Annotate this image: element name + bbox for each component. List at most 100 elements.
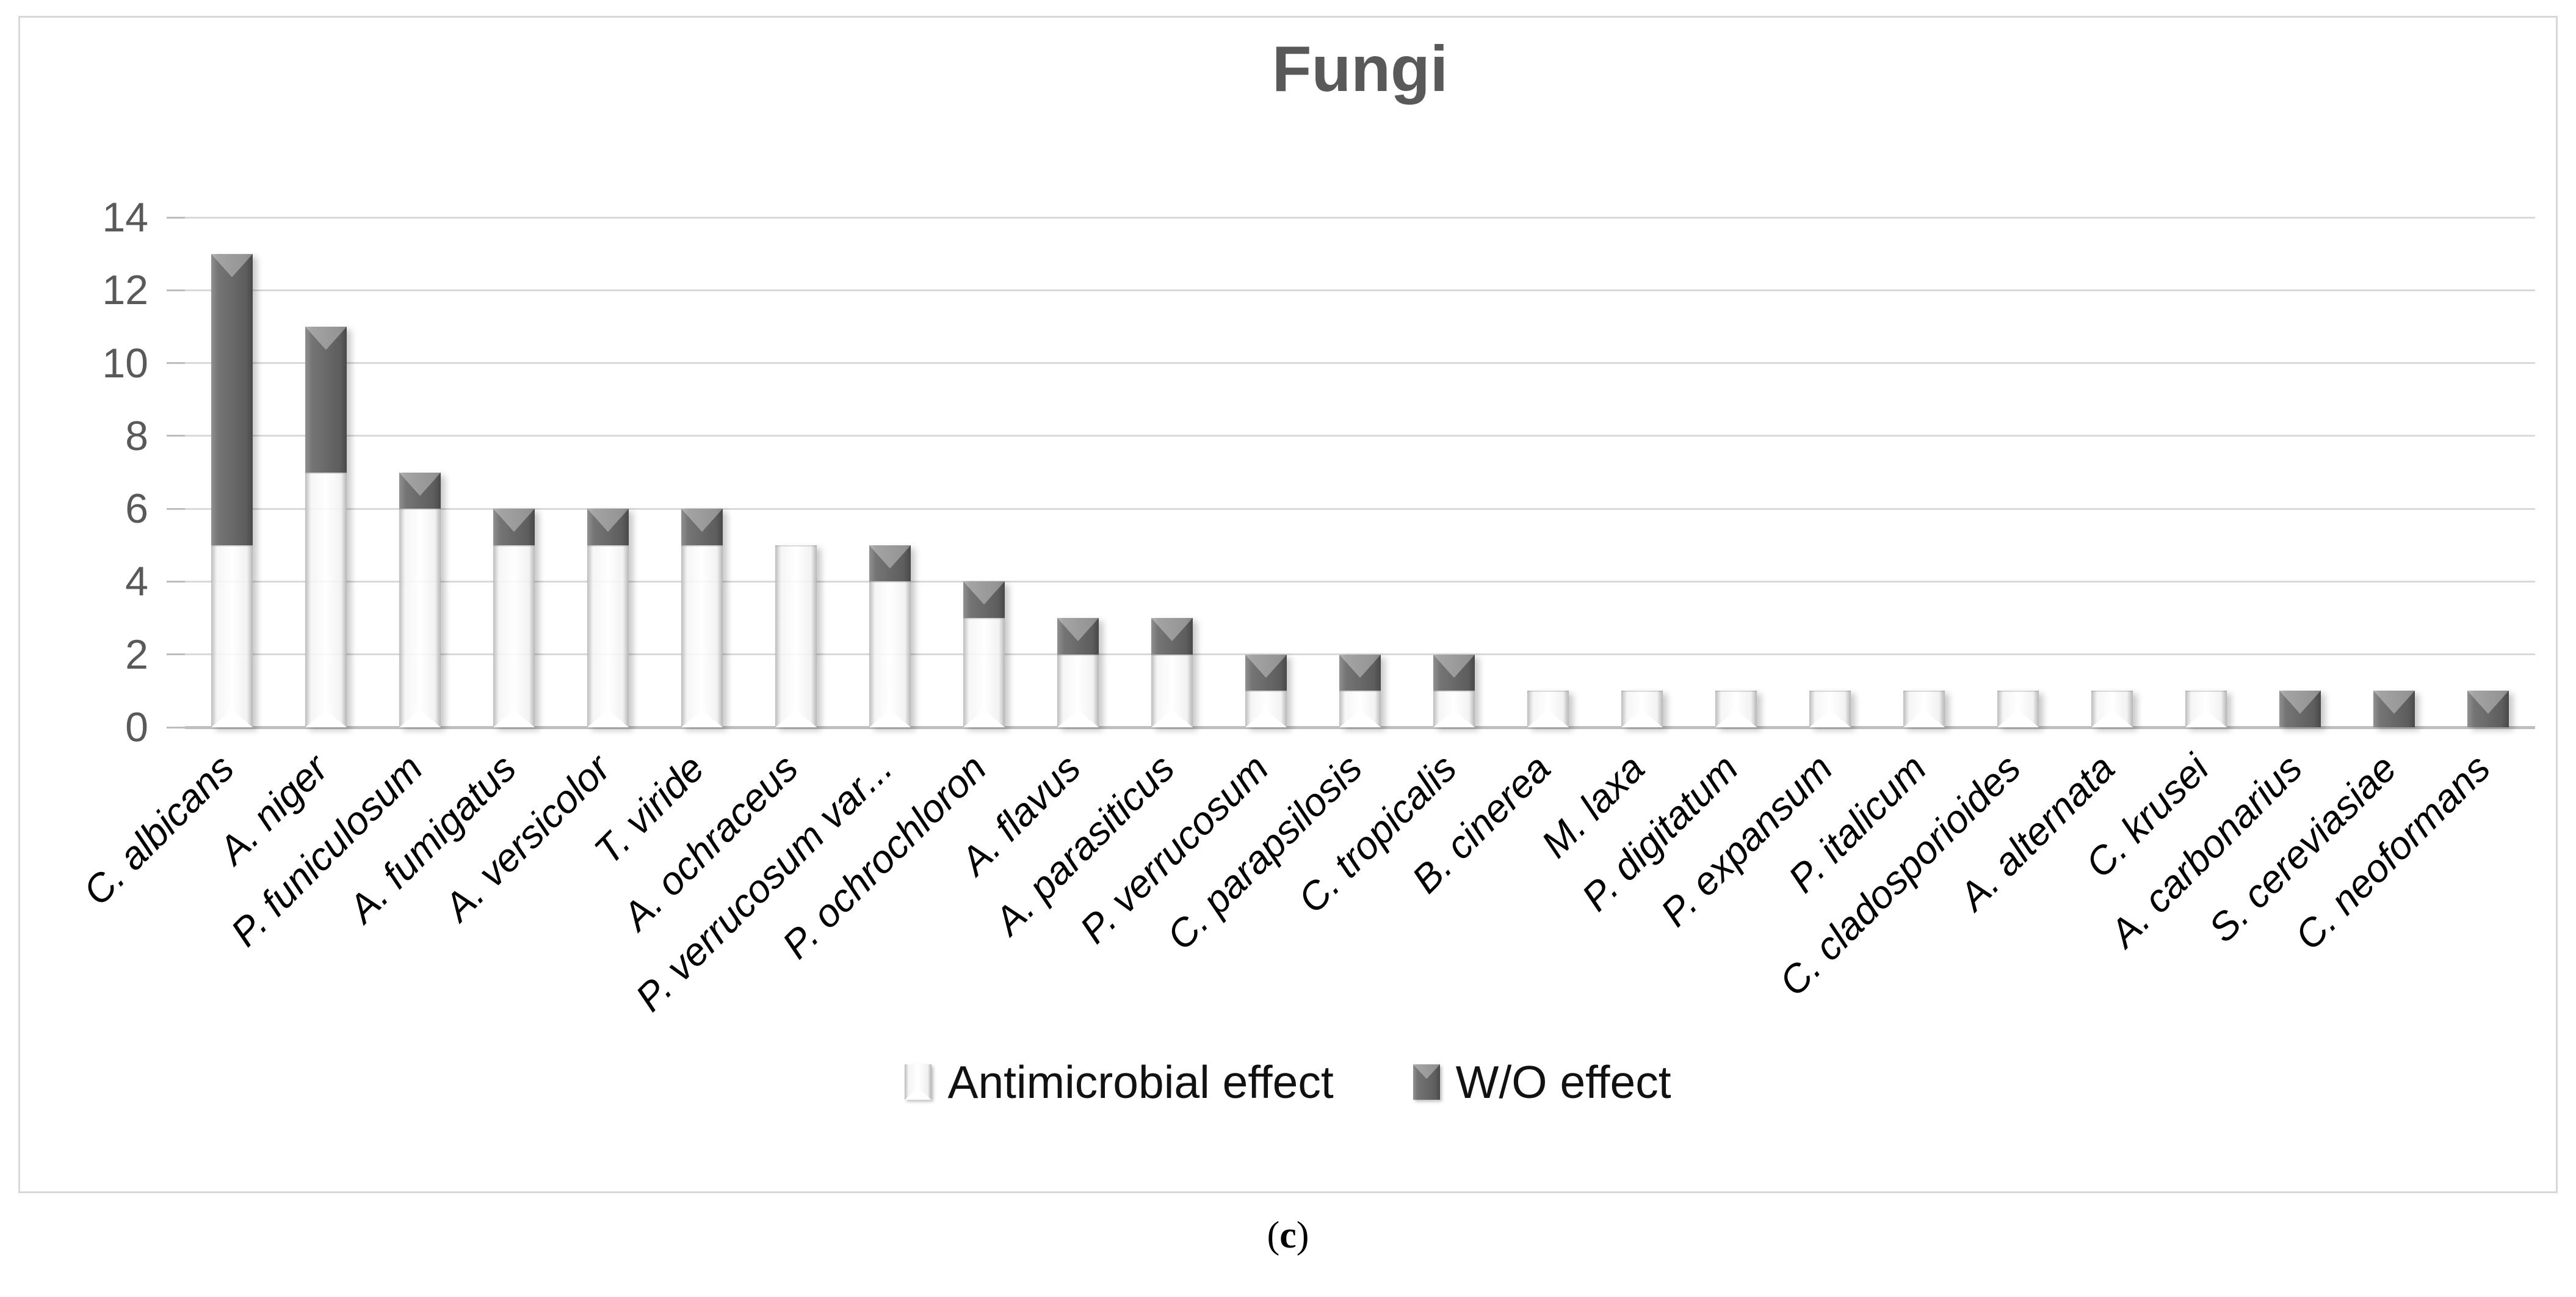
bar-segment-wo xyxy=(963,581,1005,619)
y-tick-label: 14 xyxy=(102,194,148,241)
bar-stack xyxy=(681,509,723,727)
bar-stack xyxy=(1057,618,1099,727)
caption-letter: c xyxy=(1279,1215,1297,1256)
bar-segment-wo xyxy=(1057,618,1099,655)
legend-swatch-dark xyxy=(1413,1064,1440,1100)
y-tick-label: 6 xyxy=(125,485,148,532)
bar-segment-wo xyxy=(2373,691,2415,727)
bar-segment-antimicrobial xyxy=(1997,691,2039,727)
bar-segment-antimicrobial xyxy=(399,509,441,727)
bar-stack xyxy=(1715,691,1757,727)
y-tick-mark xyxy=(167,653,185,656)
y-tick-mark xyxy=(167,580,185,583)
bar-segment-wo xyxy=(2279,691,2321,727)
chart-legend: Antimicrobial effect W/O effect xyxy=(20,1056,2556,1108)
bar-segment-antimicrobial xyxy=(493,545,535,727)
bar-stack xyxy=(1245,654,1287,727)
y-tick-mark xyxy=(167,362,185,365)
bar-stack xyxy=(493,509,535,727)
gridline xyxy=(185,289,2535,291)
figure-caption: (c) xyxy=(0,1214,2576,1257)
bar-stack xyxy=(1339,654,1381,727)
bar-segment-antimicrobial xyxy=(1433,691,1475,727)
bar-segment-antimicrobial xyxy=(775,545,817,727)
bar-stack xyxy=(1621,691,1663,727)
chart-figure: Fungi 0 2 4 6 8 10 12 14 Antimicrobial effect W/… xyxy=(18,16,2558,1193)
bar-segment-wo xyxy=(2467,691,2509,727)
bar-segment-antimicrobial xyxy=(2091,691,2133,727)
bar-segment-antimicrobial xyxy=(1715,691,1757,727)
bar-segment-antimicrobial xyxy=(305,472,347,727)
bar-segment-antimicrobial xyxy=(1339,691,1381,727)
bar-stack xyxy=(2467,691,2509,727)
bar-stack xyxy=(869,545,911,727)
bar-segment-antimicrobial xyxy=(681,545,723,727)
bar-stack xyxy=(2279,691,2321,727)
bar-stack xyxy=(1809,691,1851,727)
x-tick-label: C. albicans xyxy=(74,746,243,914)
gridline xyxy=(185,216,2535,219)
gridline xyxy=(185,362,2535,365)
y-tick-mark xyxy=(167,726,185,728)
caption-paren-close: ) xyxy=(1296,1215,1309,1256)
bar-stack xyxy=(1151,618,1193,727)
bar-segment-antimicrobial xyxy=(1903,691,1945,727)
bar-stack xyxy=(1903,691,1945,727)
bar-stack xyxy=(1527,691,1569,727)
bar-segment-antimicrobial xyxy=(963,618,1005,727)
legend-item: Antimicrobial effect xyxy=(905,1056,1334,1108)
bar-segment-antimicrobial xyxy=(2185,691,2227,727)
caption-paren-open: ( xyxy=(1267,1215,1280,1256)
bar-segment-wo xyxy=(1433,654,1475,691)
chart-title: Fungi xyxy=(1272,33,1449,105)
bar-segment-antimicrobial xyxy=(869,581,911,727)
bar-segment-wo xyxy=(681,509,723,545)
y-tick-label: 2 xyxy=(125,631,148,678)
bar-segment-wo xyxy=(1245,654,1287,691)
bar-stack xyxy=(2091,691,2133,727)
gridline xyxy=(185,725,2535,729)
y-tick-mark xyxy=(167,216,185,219)
y-tick-label: 0 xyxy=(125,704,148,750)
bar-segment-wo xyxy=(1151,618,1193,655)
bar-segment-antimicrobial xyxy=(1245,691,1287,727)
legend-label: W/O effect xyxy=(1455,1056,1671,1108)
bar-segment-wo xyxy=(1339,654,1381,691)
legend-swatch-white xyxy=(905,1064,932,1100)
legend-label: Antimicrobial effect xyxy=(947,1056,1334,1108)
bar-stack xyxy=(399,472,441,727)
bar-stack xyxy=(305,326,347,727)
bar-stack xyxy=(211,253,253,727)
bar-stack xyxy=(775,545,817,727)
bar-segment-antimicrobial xyxy=(1809,691,1851,727)
bar-stack xyxy=(2185,691,2227,727)
bar-segment-wo xyxy=(399,472,441,509)
bar-segment-wo xyxy=(587,509,629,545)
bar-segment-antimicrobial xyxy=(1527,691,1569,727)
y-tick-mark xyxy=(167,507,185,510)
y-tick-mark xyxy=(167,289,185,291)
bar-segment-antimicrobial xyxy=(587,545,629,727)
bar-segment-antimicrobial xyxy=(211,545,253,727)
bar-segment-antimicrobial xyxy=(1151,654,1193,727)
bar-segment-wo xyxy=(305,326,347,473)
y-tick-label: 10 xyxy=(102,340,148,387)
gridline xyxy=(185,507,2535,510)
bar-segment-antimicrobial xyxy=(1057,654,1099,727)
bar-stack xyxy=(2373,691,2415,727)
bar-segment-wo xyxy=(211,253,253,545)
gridline xyxy=(185,580,2535,583)
y-tick-label: 12 xyxy=(102,267,148,314)
legend-item: W/O effect xyxy=(1413,1056,1671,1108)
y-tick-mark xyxy=(167,435,185,437)
bar-stack xyxy=(1433,654,1475,727)
bar-segment-antimicrobial xyxy=(1621,691,1663,727)
bar-stack xyxy=(587,509,629,727)
plot-area: 0 2 4 6 8 10 12 14 xyxy=(102,197,2535,748)
bar-stack xyxy=(963,581,1005,727)
y-tick-label: 8 xyxy=(125,412,148,459)
gridline xyxy=(185,435,2535,437)
bar-segment-wo xyxy=(869,545,911,582)
y-tick-label: 4 xyxy=(125,558,148,605)
